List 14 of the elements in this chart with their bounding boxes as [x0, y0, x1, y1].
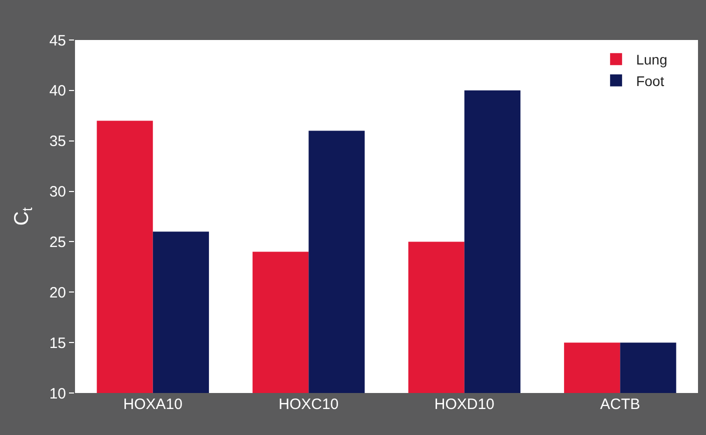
y-tick-label: 25: [49, 234, 66, 251]
x-tick-label: ACTB: [600, 396, 640, 413]
legend-label: Foot: [636, 72, 664, 89]
y-tick-label: 20: [49, 284, 66, 302]
y-tick-label: 35: [49, 133, 66, 150]
y-tick-label: 10: [49, 385, 66, 402]
x-tick-label: HOXD10: [434, 396, 494, 413]
y-tick-label: 30: [49, 184, 66, 201]
x-tick-label: HOXC10: [278, 396, 339, 413]
y-tick-label: 40: [49, 82, 66, 100]
y-tick-label: 15: [49, 334, 66, 352]
y-tick-label: 45: [49, 32, 66, 50]
legend-label: Lung: [636, 52, 668, 68]
x-tick-label: HOXA10: [123, 396, 182, 413]
